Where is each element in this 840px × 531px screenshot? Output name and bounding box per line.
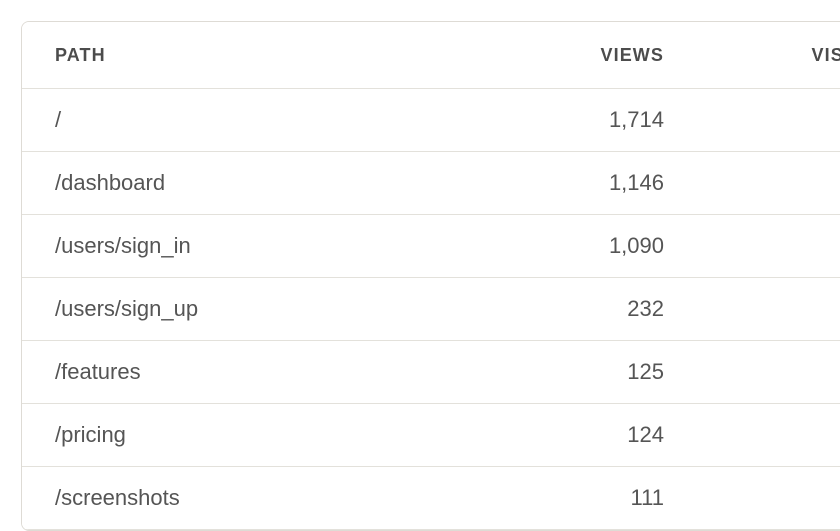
paths-table: PATH VIEWS VISITORS / 1,714 1,240 /dashb…	[22, 22, 840, 530]
cell-views: 124	[442, 403, 682, 467]
cell-visitors: 172	[682, 151, 840, 215]
cell-path[interactable]: /pricing	[22, 403, 442, 467]
cell-views: 1,146	[442, 151, 682, 215]
table-row[interactable]: /pricing 124 104	[22, 403, 840, 467]
cell-visitors: 96	[682, 340, 840, 404]
column-header-views[interactable]: VIEWS	[442, 22, 682, 89]
cell-path[interactable]: /features	[22, 340, 442, 404]
cell-path[interactable]: /screenshots	[22, 466, 442, 530]
table-header-row: PATH VIEWS VISITORS	[22, 22, 840, 89]
cell-views: 1,714	[442, 88, 682, 152]
cell-path[interactable]: /users/sign_in	[22, 214, 442, 278]
table-row[interactable]: /screenshots 111 85	[22, 466, 840, 530]
cell-visitors: 1,240	[682, 88, 840, 152]
cell-views: 125	[442, 340, 682, 404]
cell-visitors: 177	[682, 277, 840, 341]
cell-path[interactable]: /users/sign_up	[22, 277, 442, 341]
table-row[interactable]: /features 125 96	[22, 340, 840, 404]
cell-path[interactable]: /dashboard	[22, 151, 442, 215]
cell-path[interactable]: /	[22, 88, 442, 152]
column-header-path[interactable]: PATH	[22, 22, 442, 89]
cell-views: 232	[442, 277, 682, 341]
table-row[interactable]: /dashboard 1,146 172	[22, 151, 840, 215]
top-paths-table-card: PATH VIEWS VISITORS / 1,714 1,240 /dashb…	[21, 21, 840, 531]
table-body: / 1,714 1,240 /dashboard 1,146 172 /user…	[22, 88, 840, 530]
cell-visitors: 644	[682, 214, 840, 278]
table-row[interactable]: / 1,714 1,240	[22, 88, 840, 152]
table-row[interactable]: /users/sign_up 232 177	[22, 277, 840, 341]
table-header: PATH VIEWS VISITORS	[22, 22, 840, 89]
table-row[interactable]: /users/sign_in 1,090 644	[22, 214, 840, 278]
cell-visitors: 104	[682, 403, 840, 467]
cell-visitors: 85	[682, 466, 840, 530]
cell-views: 1,090	[442, 214, 682, 278]
cell-views: 111	[442, 466, 682, 530]
page-root: PATH VIEWS VISITORS / 1,714 1,240 /dashb…	[21, 21, 840, 531]
column-header-visitors[interactable]: VISITORS	[682, 22, 840, 89]
